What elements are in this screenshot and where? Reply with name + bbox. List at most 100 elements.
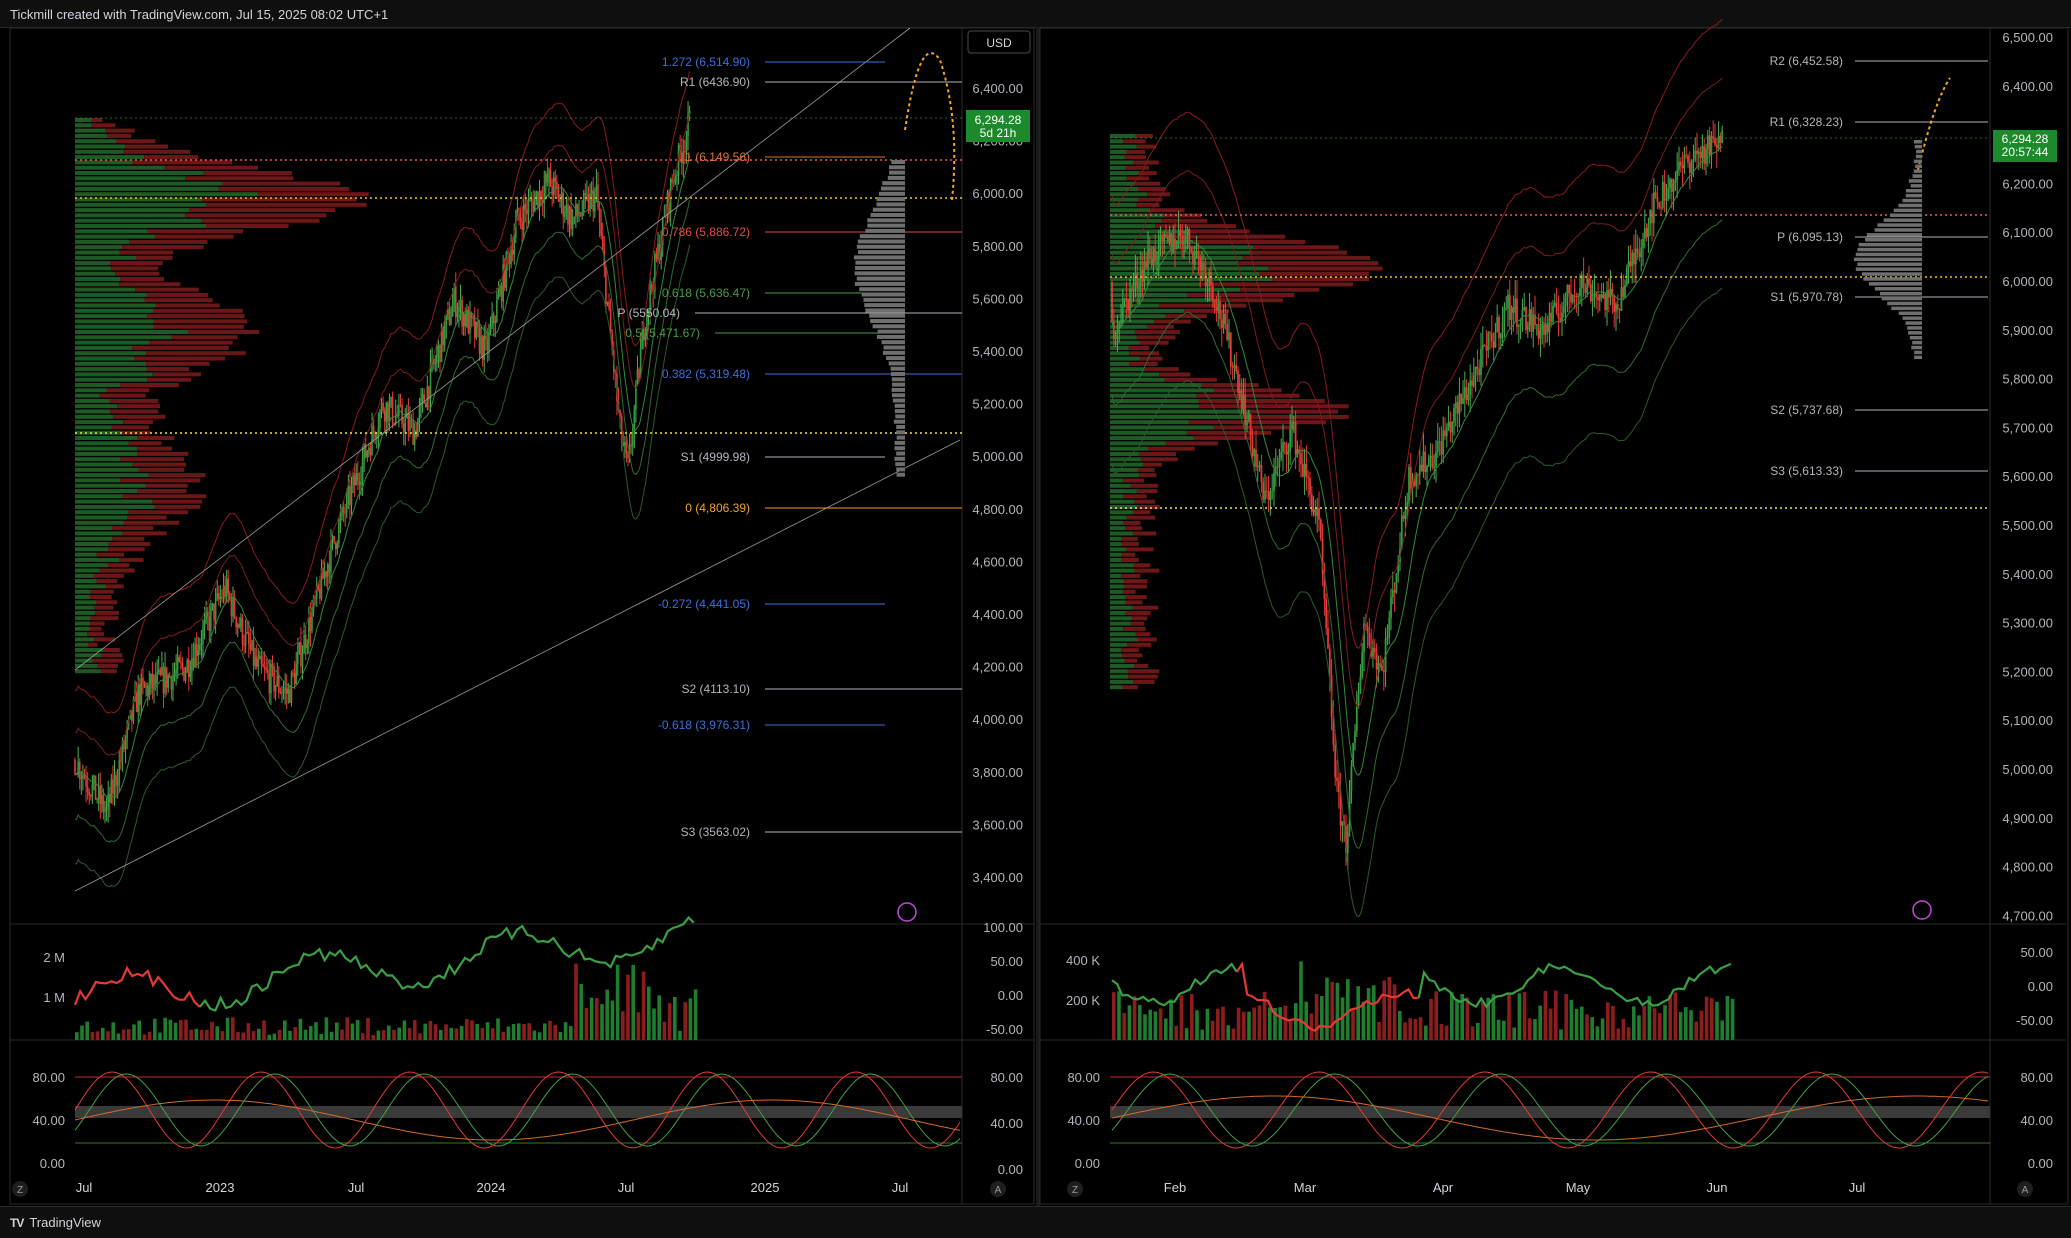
left-vp-bar-down <box>154 234 234 239</box>
right-vp-bar-down <box>1213 388 1282 393</box>
right-candle-body <box>1314 509 1317 516</box>
left-osc-right-tick: 0.00 <box>998 1162 1023 1177</box>
left-candle-body <box>533 197 536 212</box>
right-candle-body <box>1444 430 1446 437</box>
left-vp-bar-up <box>75 658 93 663</box>
left-volume-bar <box>428 1020 433 1040</box>
right-vp-recent <box>1910 184 1922 188</box>
left-vp-bar-down <box>122 245 204 250</box>
left-vp-recent <box>894 446 905 451</box>
right-vp-bar-down <box>1240 287 1320 292</box>
right-volume-bar <box>1517 993 1522 1040</box>
left-vp-bar-down <box>132 462 187 467</box>
left-candle-body <box>412 419 414 445</box>
right-candle-body <box>1388 618 1391 638</box>
left-vp-bar-up <box>75 271 116 276</box>
right-candle-body <box>1568 284 1571 294</box>
right-vp-bar-down <box>1122 478 1144 483</box>
left-vp-recent <box>859 234 905 239</box>
left-lower-band-outer <box>74 244 691 888</box>
right-candle-body <box>1561 312 1563 322</box>
right-candle-body <box>1584 287 1587 294</box>
left-volume-bar <box>454 1028 459 1040</box>
right-candle-body <box>1319 519 1322 539</box>
left-vp-bar-up <box>75 155 145 160</box>
right-vp-bar-up <box>1110 473 1140 478</box>
tradingview-logo[interactable]: TV TradingView <box>10 1215 101 1230</box>
left-vp-recent <box>855 266 905 270</box>
left-candle-body <box>339 516 342 523</box>
left-candle-body <box>409 419 411 431</box>
left-candle-body <box>454 286 457 317</box>
right-volume-bar <box>1294 1003 1298 1040</box>
left-vp-recent <box>891 393 905 398</box>
left-candle-body <box>293 672 296 685</box>
right-vp-bar-down <box>1128 346 1150 350</box>
left-candle-body <box>361 460 364 482</box>
left-volume-bar <box>605 989 609 1040</box>
left-candle-body <box>314 597 316 599</box>
right-vp-bar-up <box>1110 467 1139 472</box>
left-vp-bar-up <box>75 202 207 207</box>
left-vp-bar-down <box>128 441 162 446</box>
currency-button[interactable] <box>967 30 1031 54</box>
left-time-tick: Jul <box>618 1180 635 1195</box>
right-candle-body <box>1350 765 1353 792</box>
right-candle-body <box>1280 451 1283 458</box>
right-price-tick: 6,000.00 <box>2002 274 2053 289</box>
right-volume-bar <box>1236 1007 1241 1040</box>
left-vp-bar-up <box>75 616 91 621</box>
left-candle-body <box>176 657 179 670</box>
right-vp-bar-down <box>1126 176 1150 181</box>
right-candle-body <box>1265 490 1268 492</box>
right-candle-body <box>1129 288 1131 310</box>
right-vp-bar-down <box>1133 679 1155 684</box>
left-vp-bar-up <box>75 557 120 562</box>
right-volume-bar <box>1351 1010 1355 1040</box>
right-vp-bar-up <box>1110 261 1239 266</box>
left-candle-body <box>148 683 151 697</box>
right-candle-body <box>1310 494 1313 513</box>
left-candle-body <box>344 512 346 514</box>
right-candle-body <box>1715 144 1718 149</box>
right-vp-bar-down <box>1138 452 1177 456</box>
right-candle-body <box>1539 330 1542 339</box>
left-candle-body <box>625 442 628 454</box>
left-price-tick: 4,200.00 <box>972 660 1023 675</box>
left-candle-body <box>597 184 599 208</box>
left-vp-bar-down <box>122 531 167 536</box>
pane-divider[interactable] <box>1036 27 1040 1206</box>
right-vp-bar-up <box>1110 144 1137 149</box>
right-volume-bar <box>1190 994 1194 1040</box>
right-vp-bar-up <box>1110 547 1126 552</box>
left-candle-body <box>306 643 309 649</box>
left-candle-body <box>499 285 501 294</box>
left-candle-body <box>86 786 89 792</box>
left-candle-body <box>396 414 399 416</box>
left-candle-body <box>505 252 508 288</box>
left-vp-bar-down <box>99 393 146 398</box>
left-volume-bar <box>496 1018 500 1040</box>
right-candle-body <box>1361 651 1364 677</box>
left-candle-body <box>379 411 381 428</box>
left-candle-body <box>366 451 369 458</box>
left-candle-body <box>592 190 595 212</box>
left-price-tick: 5,400.00 <box>972 344 1023 359</box>
left-vp-bar-up <box>75 425 112 430</box>
right-volume-bar <box>1496 1019 1501 1040</box>
right-vp-bar-up <box>1110 346 1129 350</box>
left-vp-bar-up <box>75 239 130 244</box>
right-candle-body <box>1316 508 1319 516</box>
right-candle-body <box>1136 272 1139 289</box>
left-vp-bar-up <box>75 128 106 133</box>
left-candle-body <box>480 336 482 354</box>
right-vp-bar-down <box>1123 494 1147 499</box>
left-vp-recent <box>870 213 905 217</box>
left-volume-bar <box>298 1018 303 1040</box>
right-candle-body <box>1625 267 1628 285</box>
left-candle-body <box>453 286 455 303</box>
left-vp-bar-down <box>97 663 118 668</box>
left-candle-body <box>581 212 583 216</box>
left-candle-body <box>221 596 223 599</box>
